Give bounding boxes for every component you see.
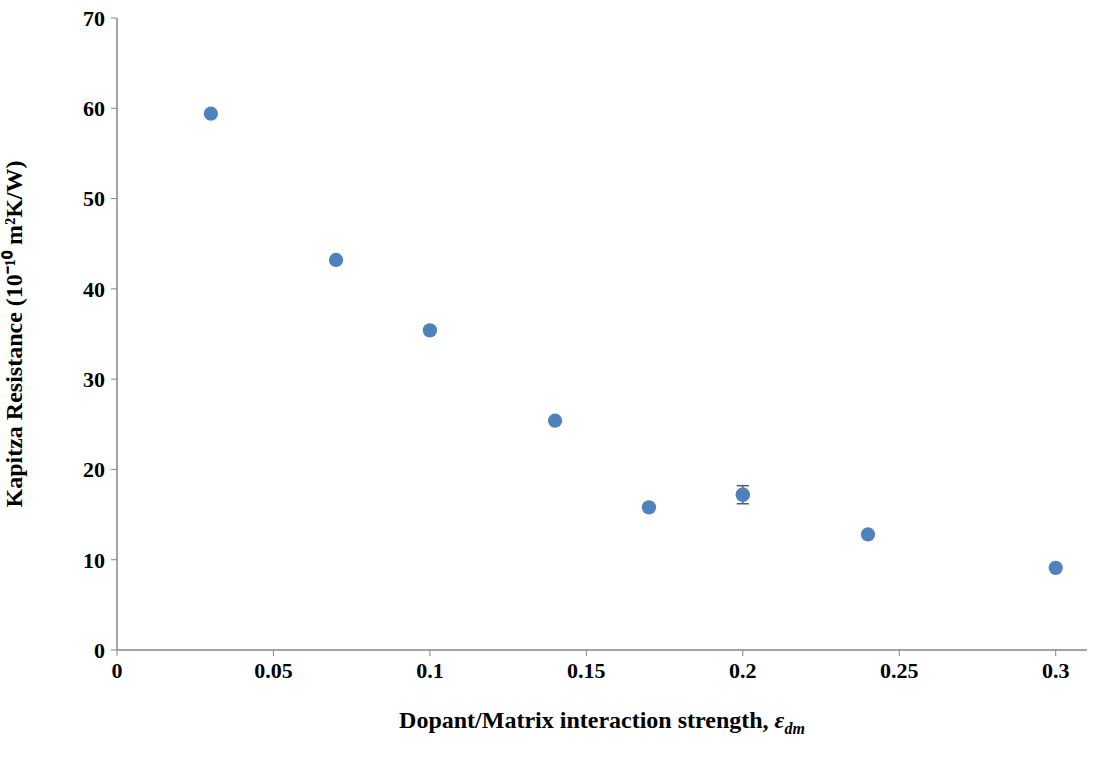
svg-text:70: 70 [83,6,105,31]
svg-text:0.2: 0.2 [729,658,757,683]
svg-text:0.1: 0.1 [416,658,444,683]
svg-text:0: 0 [112,658,123,683]
svg-text:50: 50 [83,186,105,211]
svg-text:60: 60 [83,96,105,121]
svg-text:0.15: 0.15 [567,658,606,683]
svg-text:0: 0 [94,638,105,663]
svg-text:Kapitza Resistance (10⁻¹⁰ m²K/: Kapitza Resistance (10⁻¹⁰ m²K/W) [1,160,27,507]
svg-text:30: 30 [83,367,105,392]
svg-text:0.3: 0.3 [1042,658,1070,683]
svg-text:40: 40 [83,277,105,302]
svg-text:20: 20 [83,457,105,482]
svg-text:10: 10 [83,548,105,573]
svg-text:Dopant/Matrix interaction stre: Dopant/Matrix interaction strength, εdm [399,707,805,737]
svg-text:0.25: 0.25 [880,658,919,683]
svg-text:0.05: 0.05 [254,658,293,683]
